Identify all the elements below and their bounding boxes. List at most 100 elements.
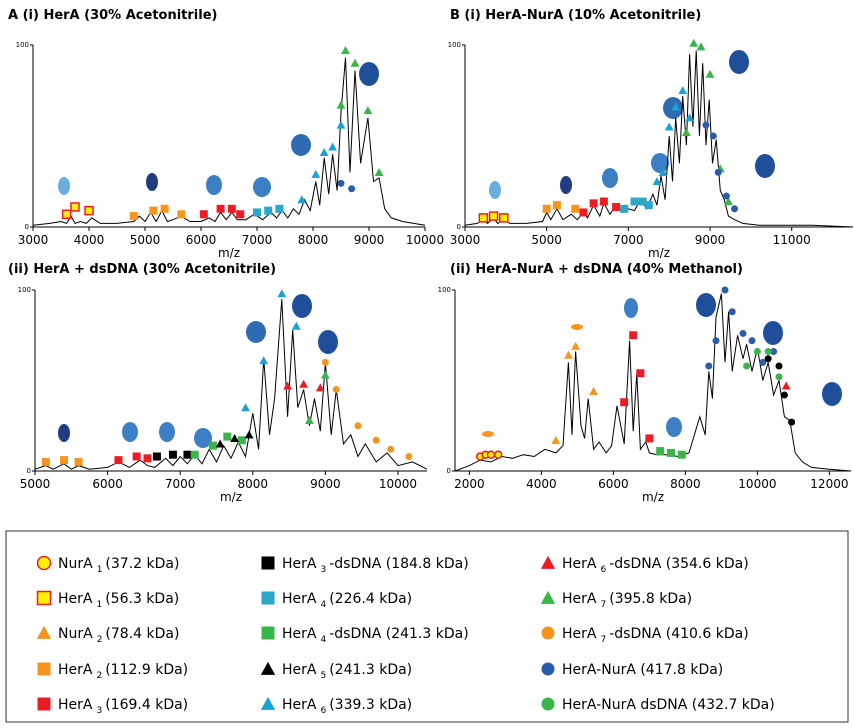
peak-marker (722, 192, 730, 200)
peak-marker (223, 432, 232, 441)
y-tick-label: 100 (18, 286, 31, 294)
peak-marker (728, 308, 736, 316)
panel-title: (ii) HerA + dsDNA (30% Acetonitrile) (8, 262, 276, 277)
peak-marker (542, 204, 551, 213)
icon (696, 293, 716, 317)
legend-subscript: 4 (320, 635, 326, 645)
legend-subscript: 2 (97, 635, 103, 645)
legend-label: HerA 2 (112.9 kDa) (58, 662, 188, 681)
peak-marker (350, 58, 360, 67)
peak-marker (764, 348, 772, 356)
legend-name: HerA (562, 591, 597, 607)
protein-icons (58, 50, 842, 448)
peak-marker (405, 453, 413, 461)
peak-marker (630, 197, 639, 206)
peak-marker (709, 132, 717, 140)
peak-marker (70, 202, 80, 212)
legend-label: HerA 4 -dsDNA (241.3 kDa) (282, 626, 469, 645)
legend-name: HerA (282, 626, 317, 642)
x-tick-label: 6000 (598, 477, 629, 491)
legend-marker (540, 555, 556, 569)
peak-marker (645, 434, 654, 443)
peak-marker (114, 456, 123, 465)
spectrum-trace (464, 50, 854, 228)
legend-name: HerA (58, 697, 93, 713)
icon (666, 417, 682, 437)
legend-mass: (241.3 kDa) (329, 662, 412, 678)
peak-marker (702, 121, 710, 129)
legend-label: HerA 6 -dsDNA (354.6 kDa) (562, 556, 749, 575)
legend-label: NurA 1 (37.2 kDa) (58, 556, 179, 575)
legend-name: HerA (58, 591, 93, 607)
peak-marker (780, 391, 788, 399)
peak-marker (227, 204, 236, 213)
x-tick-label: 7000 (242, 233, 273, 247)
spectrum-trace (32, 57, 426, 226)
legend-name: HerA (562, 556, 597, 572)
legend-label: NurA 2 (78.4 kDa) (58, 626, 179, 645)
x-axis-label: m/z (220, 490, 242, 504)
peak-marker (143, 454, 152, 463)
peak-marker (620, 204, 629, 213)
peak-marker (644, 201, 653, 210)
y-tick-label: 100 (16, 41, 29, 49)
x-tick-label: 10000 (406, 233, 444, 247)
peak-marker (764, 355, 772, 363)
legend-marker (261, 556, 275, 570)
legend-subscript: 6 (320, 706, 326, 716)
x-tick-label: 5000 (130, 233, 161, 247)
peak-marker (499, 213, 509, 223)
peak-marker (571, 341, 580, 350)
peak-marker (177, 210, 186, 219)
peak-marker (739, 329, 747, 337)
peak-marker (712, 337, 720, 345)
legend-label: HerA 7 -dsDNA (410.6 kDa) (562, 626, 749, 645)
y-tick-label: 0 (27, 467, 31, 475)
legend-marker (260, 696, 276, 710)
peak-marker (60, 456, 69, 465)
peak-marker (319, 147, 329, 156)
legend-marker (260, 661, 276, 675)
x-tick-label: 12000 (810, 477, 848, 491)
x-tick-label: 7000 (165, 477, 196, 491)
x-tick-label: 9000 (695, 233, 726, 247)
x-tick-label: 10000 (738, 477, 776, 491)
peak-marker (183, 450, 192, 459)
peak-marker (571, 204, 580, 213)
peak-marker (696, 42, 706, 51)
y-tick-label: 0 (457, 223, 461, 231)
legend-marker (37, 697, 51, 711)
x-tick-label: 3000 (18, 233, 49, 247)
peak-marker (748, 337, 756, 345)
peak-marker (348, 185, 356, 193)
legend-mass: (339.3 kDa) (329, 697, 412, 713)
peak-marker (387, 445, 395, 453)
peak-marker (667, 448, 675, 457)
x-tick-label: 4000 (526, 477, 557, 491)
peak-marker (315, 383, 325, 392)
peak-marker (478, 213, 489, 223)
legend-marker (541, 626, 555, 640)
y-tick-label: 0 (447, 467, 451, 475)
legend-name: NurA (58, 626, 93, 642)
peak-marker (321, 358, 329, 366)
peak-marker (208, 441, 217, 450)
peak-marker (236, 210, 245, 219)
icon (246, 321, 266, 343)
x-tick-label: 9000 (354, 233, 385, 247)
icon (624, 298, 638, 318)
peak-marker (215, 439, 225, 448)
peak-marker (275, 204, 284, 213)
legend-mass: -dsDNA (184.8 kDa) (329, 556, 468, 572)
icon (489, 181, 501, 199)
peak-marker (599, 197, 608, 206)
peak-marker (775, 373, 783, 381)
peak-marker (677, 450, 686, 459)
legend-name: HerA (282, 697, 317, 713)
peak-marker (731, 205, 739, 213)
peak-marker (363, 106, 373, 115)
legend-name: HerA (282, 662, 317, 678)
legend-mass: -dsDNA (354.6 kDa) (609, 556, 748, 572)
x-axis-label: m/z (642, 490, 664, 504)
peak-marker (299, 379, 308, 388)
